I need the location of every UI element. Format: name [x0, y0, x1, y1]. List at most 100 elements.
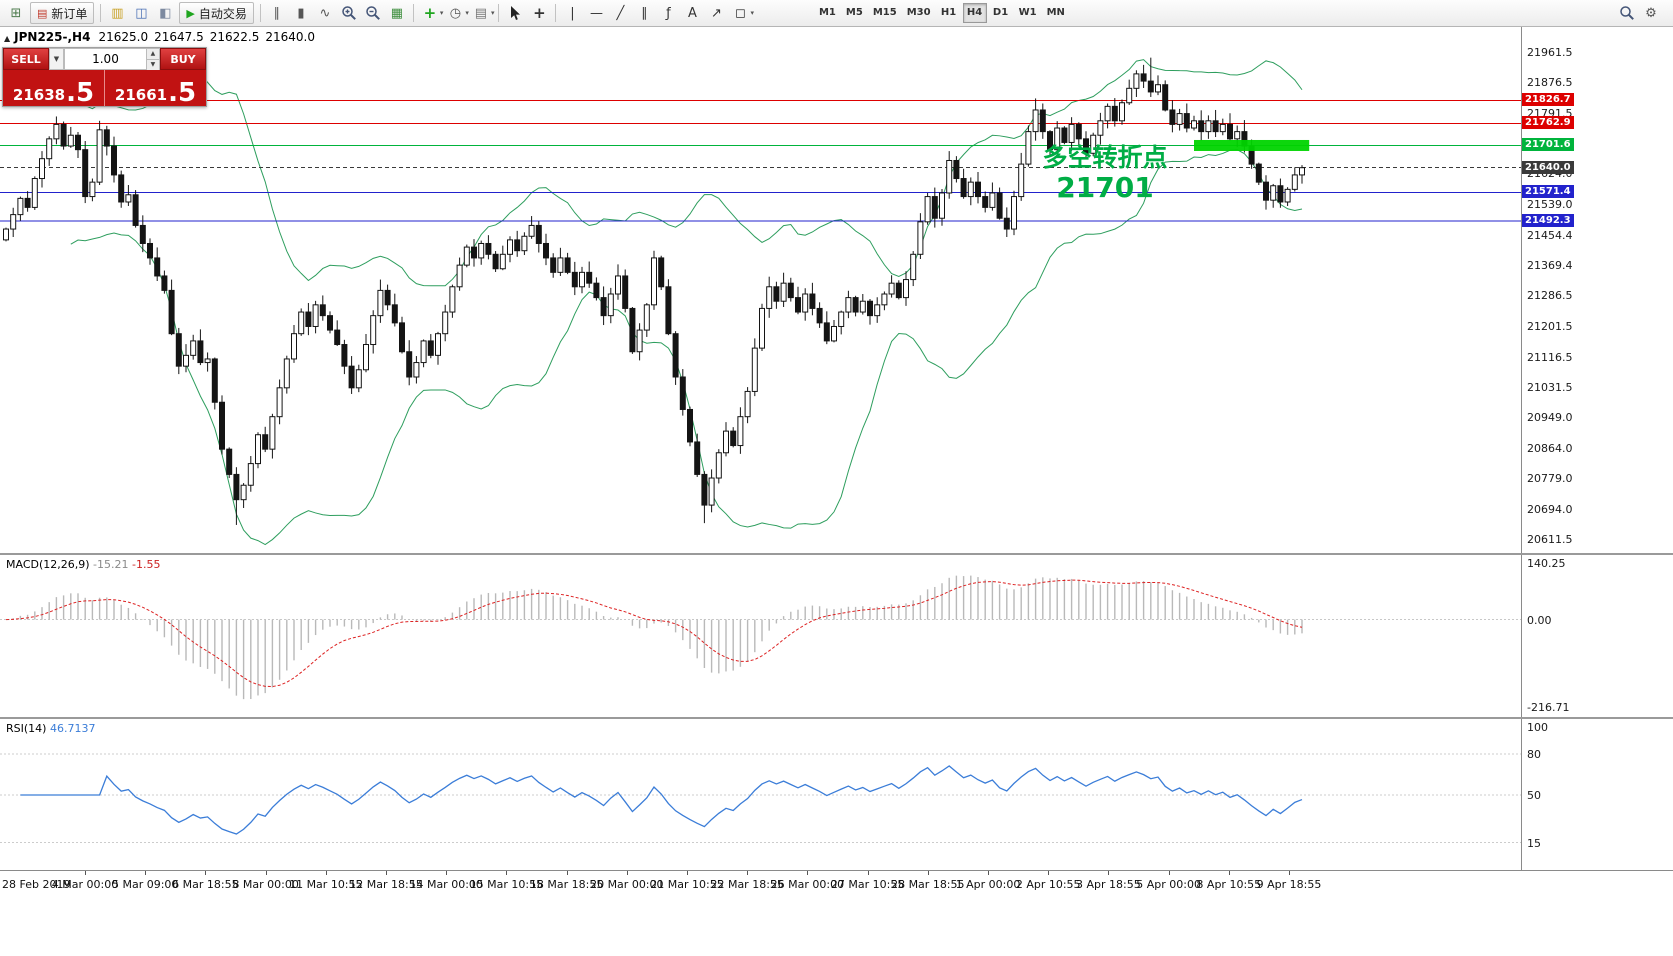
price-axis-separator [1521, 27, 1522, 870]
ohlc-low: 21622.5 [209, 30, 260, 44]
time-axis-label: 14 Mar 00:00 [409, 878, 483, 891]
rsi-value: 46.7137 [49, 722, 96, 735]
periods-dropdown[interactable]: ▾ [465, 9, 469, 17]
toolbar-separator [555, 4, 557, 22]
time-tick [1228, 871, 1230, 875]
macd-label: MACD(12,26,9) -15.21 -1.55 [6, 558, 160, 571]
fibonacci-icon[interactable]: ƒ [666, 5, 671, 21]
buy-price-main: 21661 [114, 86, 168, 104]
macd-name: MACD(12,26,9) [6, 558, 90, 571]
volume-input[interactable] [65, 49, 146, 69]
horizontal-line-icon[interactable]: — [589, 5, 603, 21]
sell-button[interactable]: SELL [3, 48, 49, 70]
price-axis-label: 20694.0 [1527, 503, 1573, 517]
sell-price[interactable]: 21638 .5 [3, 70, 105, 106]
indicators-icon[interactable]: + [423, 4, 437, 22]
main-chart-canvas[interactable] [0, 27, 1521, 553]
timeframe-d1[interactable]: D1 [992, 7, 1009, 18]
search-icon[interactable] [1616, 2, 1638, 24]
autotrading-button[interactable]: ▶ 自动交易 [179, 2, 254, 24]
timeframe-mn[interactable]: MN [1046, 7, 1065, 18]
rsi-axis-label: 50 [1527, 789, 1541, 802]
toolbar-separator [498, 4, 500, 22]
timeframe-m5[interactable]: M5 [845, 7, 863, 18]
equidistant-channel-icon[interactable]: ∥ [641, 5, 648, 21]
vertical-line-icon[interactable]: | [570, 5, 575, 21]
time-tick [386, 871, 387, 875]
data-window-icon[interactable]: ◧ [159, 5, 172, 21]
macd-value: -15.21 [93, 558, 129, 571]
auto-arrange-icon[interactable]: ▦ [390, 5, 404, 21]
symbol-name: JPN225-,H4 [14, 30, 91, 44]
chart-candles-icon[interactable]: ▮ [297, 5, 305, 21]
time-axis-label: 12 Mar 18:55 [349, 878, 423, 891]
ohlc-close: 21640.0 [265, 30, 315, 44]
timeframe-h4[interactable]: H4 [962, 3, 987, 23]
zoom-in-icon[interactable] [338, 2, 360, 24]
price-axis-label: 21876.5 [1527, 76, 1573, 90]
ohlc-high: 21647.5 [154, 30, 204, 44]
text-icon[interactable]: A [688, 5, 697, 21]
price-axis-label: 21201.5 [1527, 319, 1573, 333]
templates-dropdown[interactable]: ▾ [490, 9, 495, 17]
time-axis[interactable]: 28 Feb 2019 4 Mar 00:00 5 Mar 09:00 6 Mar 1… [0, 870, 1673, 893]
annotation-text: 多空转折点 [1042, 143, 1168, 172]
time-tick [446, 871, 448, 875]
indicators-dropdown[interactable]: ▾ [439, 9, 444, 17]
macd-rsi-splitter[interactable] [0, 717, 1673, 719]
time-axis-label: 5 Mar 09:00 [111, 878, 179, 891]
highlight-zone [1194, 139, 1310, 151]
price-level-badge: 21826.7 [1522, 93, 1574, 107]
timeframe-m15[interactable]: M15 [872, 7, 897, 18]
profiles-icon[interactable]: ▥ [111, 5, 124, 21]
time-axis-label: 5 Apr 00:00 [1136, 878, 1201, 891]
time-axis-label: 21 Mar 10:55 [650, 878, 724, 891]
timeframe-m1[interactable]: M1 [818, 7, 836, 18]
volume-down-button[interactable]: ▼ [146, 60, 159, 70]
timeframe-m30[interactable]: M30 [906, 7, 931, 18]
order-type-dropdown[interactable]: ▼ [49, 48, 64, 70]
market-watch-icon[interactable]: ◫ [135, 5, 148, 21]
shapes-dropdown[interactable]: ▾ [750, 9, 754, 17]
buy-price[interactable]: 21661 .5 [105, 70, 206, 106]
timeframe-h1[interactable]: H1 [940, 7, 957, 18]
shapes-icon[interactable]: ◻ [735, 5, 746, 21]
templates-icon[interactable]: ▤ [474, 5, 488, 21]
price-axis-label: 21454.4 [1527, 228, 1573, 242]
toolbar-separator [259, 4, 261, 22]
price-axis-label: 20611.5 [1527, 532, 1573, 546]
main-macd-splitter[interactable] [0, 553, 1673, 555]
time-tick [506, 871, 508, 875]
cursor-icon[interactable] [504, 2, 526, 24]
arrow-tools-icon[interactable]: ↗ [711, 5, 722, 21]
time-axis-label: 6 Mar 18:55 [172, 878, 239, 891]
collapse-arrow-icon[interactable]: ▲ [4, 34, 11, 43]
price-level-badge: 21762.9 [1522, 116, 1574, 130]
periods-icon[interactable]: ◷ [449, 5, 462, 21]
volume-up-button[interactable]: ▲ [146, 49, 159, 60]
time-tick [325, 871, 327, 875]
new-order-icon: ▤ [37, 6, 48, 20]
price-axis-label: 21031.5 [1527, 381, 1573, 395]
time-tick [145, 871, 147, 875]
new-chart-icon[interactable]: ⊞ [10, 5, 22, 21]
rsi-panel-canvas[interactable] [0, 719, 1521, 870]
settings-icon[interactable]: ⚙ [1645, 5, 1657, 21]
buy-button[interactable]: BUY [160, 48, 206, 70]
macd-signal-value: -1.55 [132, 558, 161, 571]
crosshair-icon[interactable]: + [533, 4, 546, 22]
trendline-icon[interactable]: ╱ [616, 5, 625, 21]
timeframe-w1[interactable]: W1 [1018, 7, 1037, 18]
time-axis-label: 1 Apr 00:00 [955, 878, 1021, 891]
timeframe-group: M1 M5 M15 M30 H1 H4 D1 W1 MN [814, 3, 1070, 23]
macd-panel-canvas[interactable] [0, 555, 1521, 717]
price-axis-label: 20779.0 [1527, 472, 1573, 486]
rsi-label: RSI(14) 46.7137 [6, 722, 95, 735]
time-axis-label: 28 Mar 18:55 [891, 878, 965, 891]
toolbar-separator [412, 4, 414, 22]
chart-bars-icon[interactable]: ∥ [273, 5, 281, 21]
zoom-out-icon[interactable] [362, 2, 384, 24]
sell-price-main: 21638 [12, 86, 66, 104]
chart-line-icon[interactable]: ∿ [319, 5, 331, 21]
new-order-button[interactable]: ▤ 新订单 [30, 2, 95, 24]
